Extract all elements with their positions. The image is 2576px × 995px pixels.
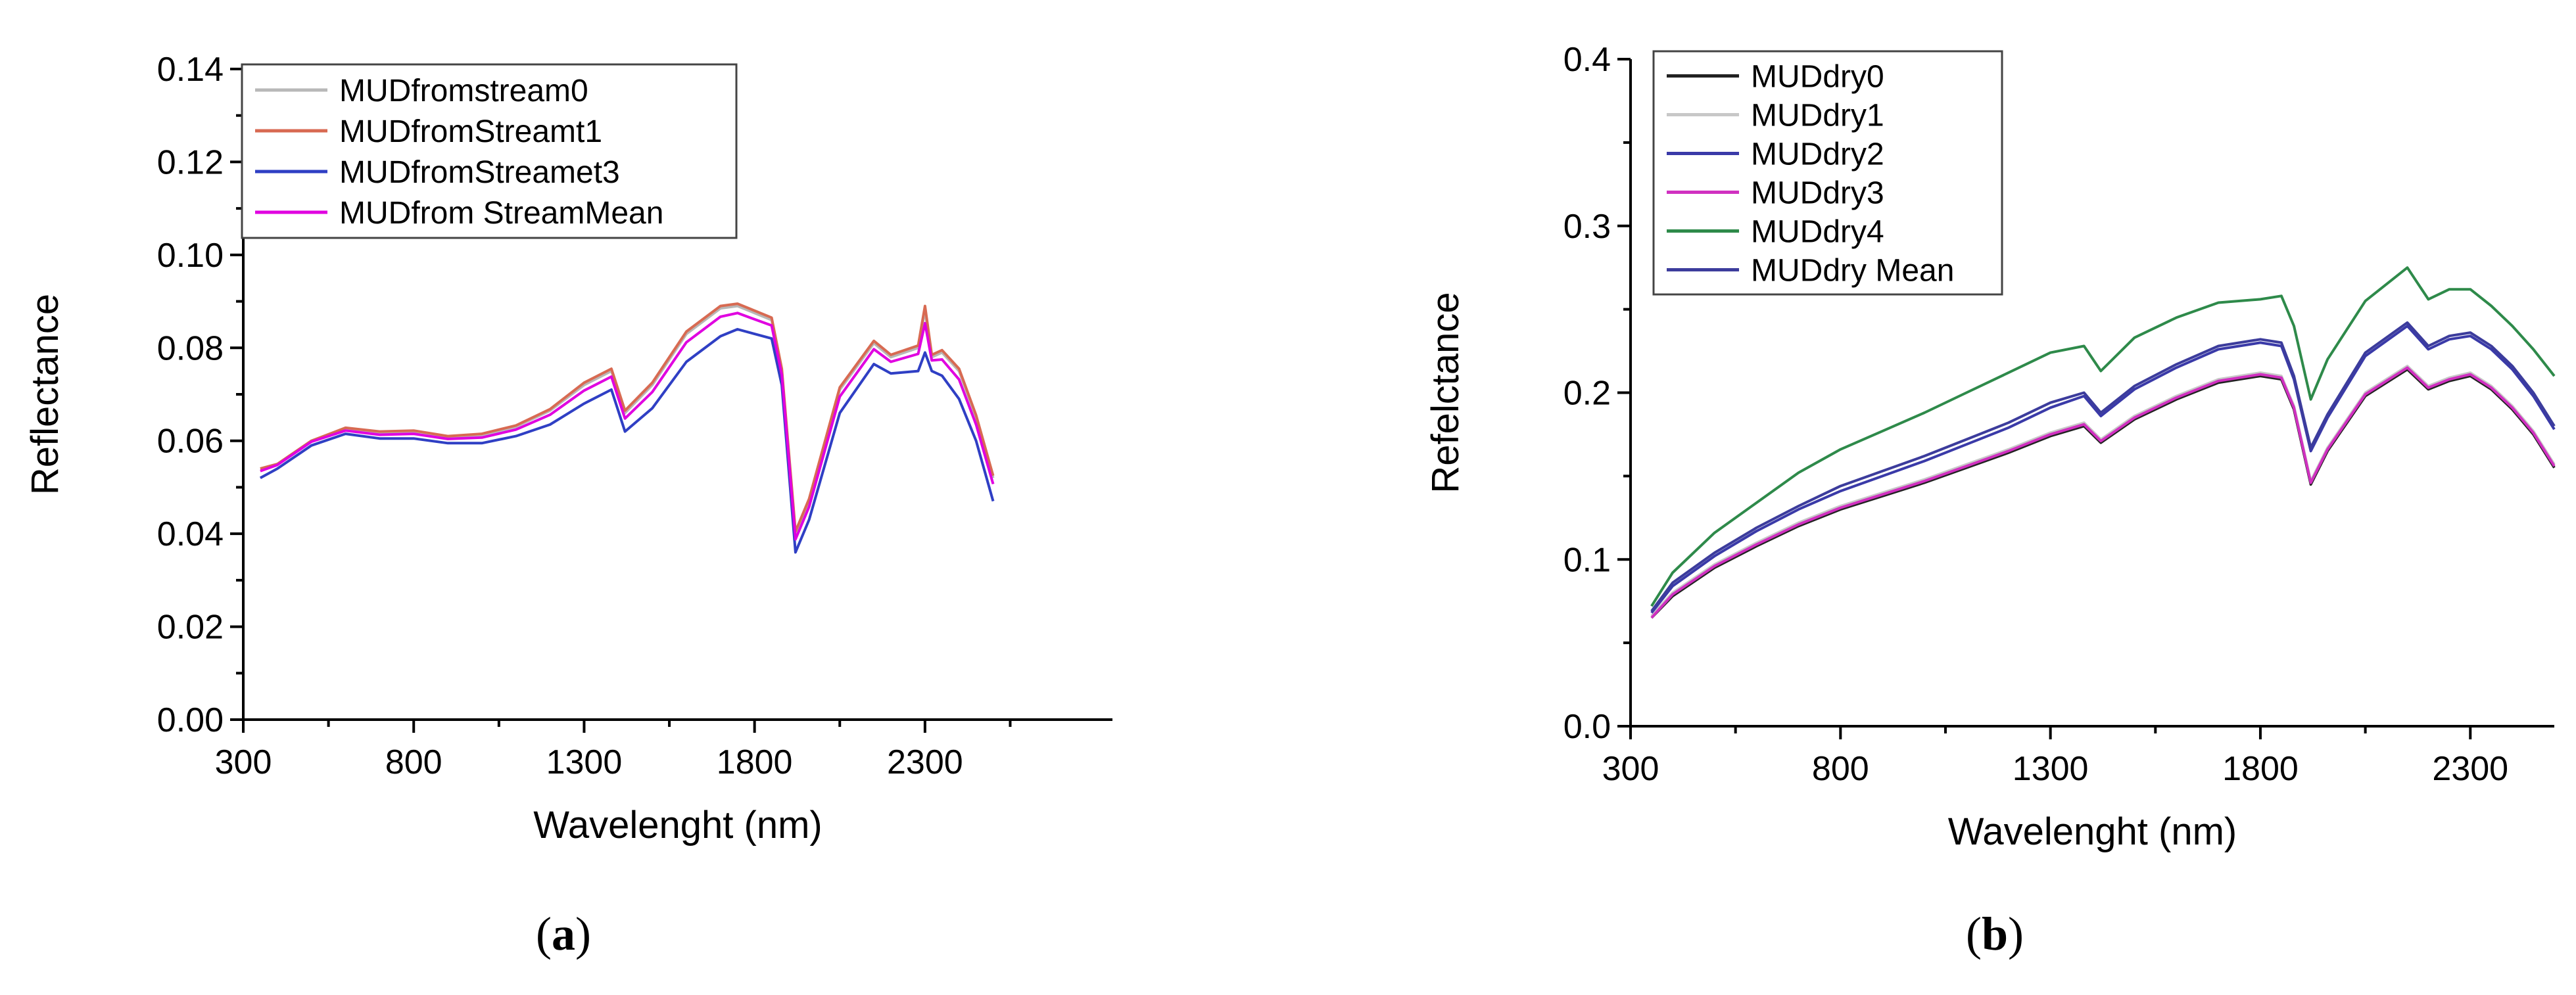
panel-b-caption: (b) <box>1966 908 2024 960</box>
chart-b-legend-label-4: MUDdry4 <box>1751 215 1884 250</box>
chart-b-x-axis-label: Wavelenght (nm) <box>1948 810 2237 853</box>
chart-b-legend-label-5: MUDdry Mean <box>1751 254 1954 289</box>
chart-a-series-line-2 <box>259 328 995 554</box>
chart-b-x-tick-label-0: 300 <box>1602 750 1659 788</box>
chart-b-y-tick-label-2: 0.2 <box>1563 375 1611 413</box>
chart-b-legend-label-2: MUDdry2 <box>1751 137 1884 172</box>
chart-a-legend-label-2: MUDfromStreamet3 <box>339 155 620 190</box>
chart-a-y-tick-label-2: 0.04 <box>157 515 224 553</box>
chart-a-legend-label-0: MUDfromstream0 <box>339 74 588 108</box>
chart-b-legend-label-1: MUDdry1 <box>1751 99 1884 133</box>
panel-a-label: a <box>551 908 575 960</box>
chart-a-y-tick-label-4: 0.08 <box>157 329 224 367</box>
chart-panel-a: 300 800 1300 1800 2300 0.00 0.02 0.04 0.06 0.08 0.… <box>24 51 1112 960</box>
chart-b-svg: 300 800 1300 1800 2300 0.0 0.1 0.2 0.3 0.4 Wavelen… <box>1424 41 2556 853</box>
chart-a-series-line-0 <box>260 304 995 536</box>
panel-b-label: b <box>1981 908 2009 960</box>
chart-b-legend-box <box>1652 50 2003 296</box>
chart-a-legend-label-1: MUDfromStreamt1 <box>339 114 602 149</box>
chart-b-y-tick-label-3: 0.3 <box>1563 208 1611 246</box>
chart-b-series-line-2 <box>1650 325 2556 614</box>
chart-b-x-tick-label-1: 800 <box>1812 750 1869 788</box>
chart-a-x-tick-label-4: 2300 <box>887 743 963 781</box>
chart-b-series-line-0 <box>1650 368 2556 619</box>
chart-b-y-tick-label-0: 0.0 <box>1563 708 1611 746</box>
chart-a-y-tick-label-7: 0.14 <box>157 51 224 89</box>
chart-b-y-axis-label: Refelctance <box>1424 292 1467 493</box>
chart-b-series-line-4 <box>1650 266 2556 607</box>
chart-b-series-line-1 <box>1650 364 2556 617</box>
chart-a-y-tick-label-1: 0.02 <box>157 609 224 647</box>
chart-a-legend-label-3: MUDfrom StreamMean <box>339 196 663 231</box>
chart-panel-b: 300 800 1300 1800 2300 0.0 0.1 0.2 0.3 0.4 Wavelen… <box>1289 0 2576 995</box>
chart-a-legend-box <box>241 63 738 239</box>
chart-a-series-line-1 <box>260 302 995 533</box>
chart-b-series-line-3 <box>1650 366 2556 619</box>
chart-b-legend-label-0: MUDdry0 <box>1751 60 1884 95</box>
chart-a-x-tick-label-3: 1800 <box>717 743 793 781</box>
chart-b-series-line-5 <box>1650 321 2556 613</box>
chart-a-x-axis-label: Wavelenght (nm) <box>533 804 822 846</box>
panel-a-caption: (a) <box>536 908 591 960</box>
chart-b-y-tick-label-4: 0.4 <box>1563 41 1611 79</box>
chart-a-svg: 300 800 1300 1800 2300 0.00 0.02 0.04 0.06 0.08 0.… <box>24 51 1112 846</box>
chart-b-x-tick-label-4: 2300 <box>2432 750 2508 788</box>
chart-a-y-tick-label-6: 0.12 <box>157 143 224 181</box>
chart-a-y-tick-label-5: 0.10 <box>157 237 224 275</box>
chart-a-x-tick-label-0: 300 <box>215 743 272 781</box>
chart-a-y-tick-label-0: 0.00 <box>157 701 224 739</box>
chart-a-x-tick-label-2: 1300 <box>546 743 623 781</box>
chart-b-y-tick-label-1: 0.1 <box>1563 541 1611 579</box>
chart-a-x-tick-label-1: 800 <box>385 743 442 781</box>
chart-b-legend-label-3: MUDdry3 <box>1751 176 1884 211</box>
chart-a-y-tick-label-3: 0.06 <box>157 423 224 461</box>
chart-a-y-axis-label: Reflectance <box>24 294 66 495</box>
chart-b-x-tick-label-3: 1800 <box>2222 750 2299 788</box>
chart-a-series-line-3 <box>260 312 995 541</box>
chart-b-x-tick-label-2: 1300 <box>2013 750 2089 788</box>
